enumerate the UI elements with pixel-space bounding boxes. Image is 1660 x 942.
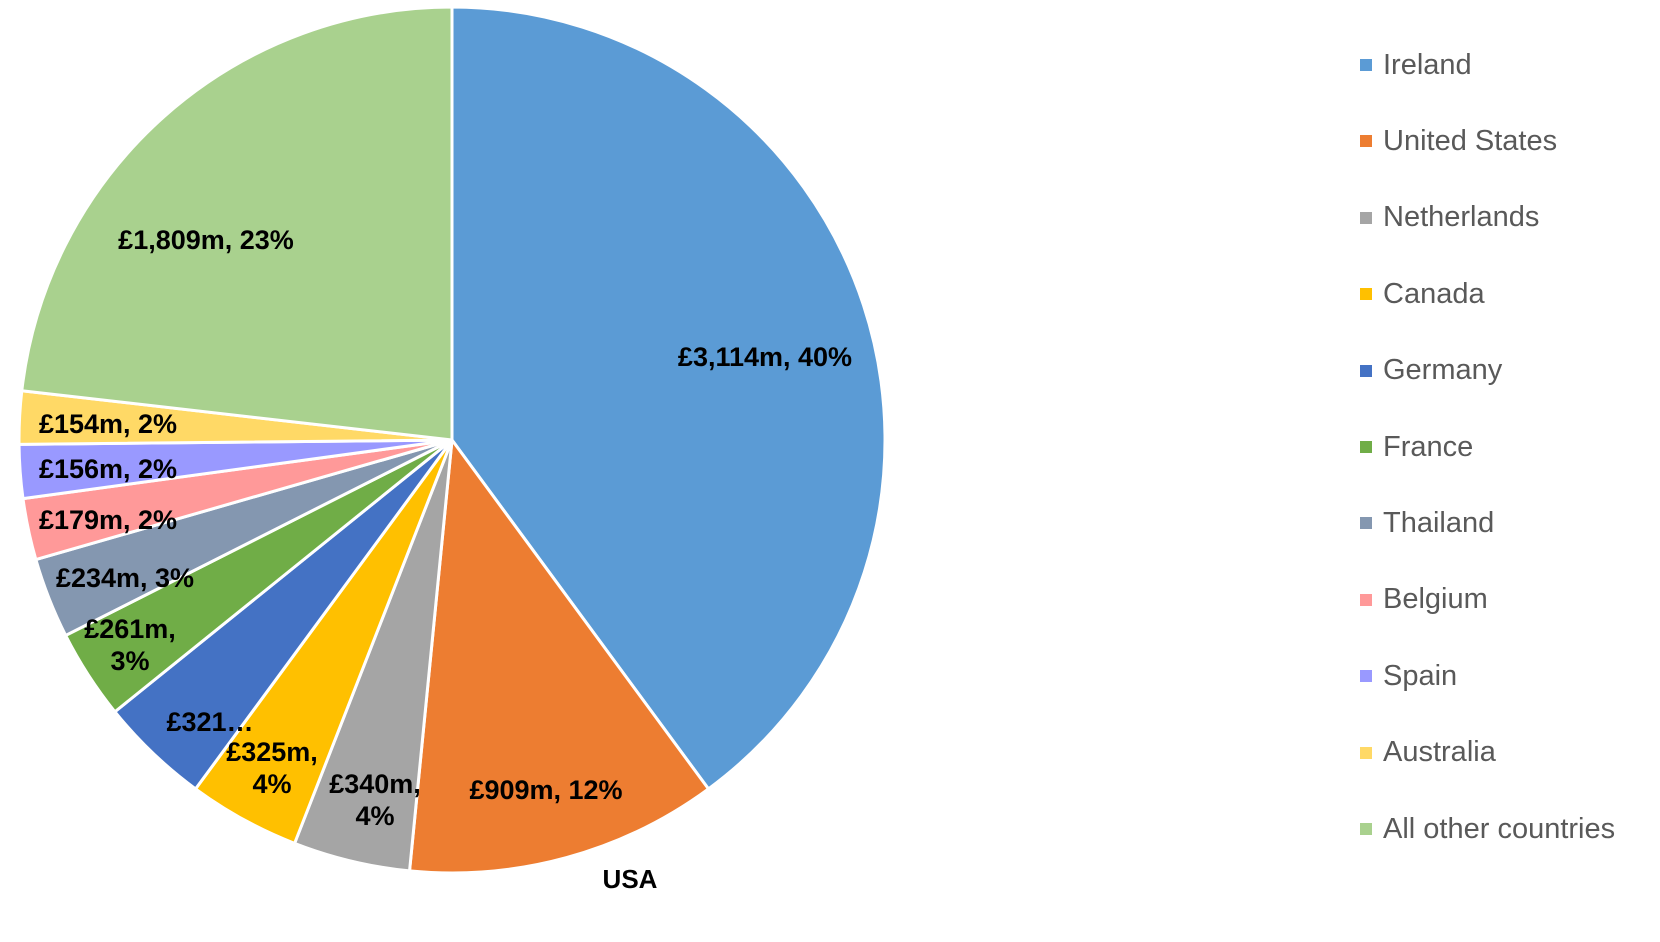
legend-label: Australia xyxy=(1383,736,1496,769)
data-label-germany: £321… xyxy=(166,707,253,737)
pie-slice-united-states xyxy=(408,438,710,875)
legend-item-germany: Germany xyxy=(1360,354,1502,388)
legend-item-united-states: United States xyxy=(1360,124,1557,158)
data-label-australia: £154m, 2% xyxy=(39,409,177,439)
legend-swatch xyxy=(1360,288,1372,301)
legend-item-spain: Spain xyxy=(1360,659,1457,693)
data-label-all-other-countries: £1,809m, 23% xyxy=(118,225,294,255)
pie-slices xyxy=(17,5,887,875)
legend-item-belgium: Belgium xyxy=(1360,583,1488,617)
data-label-ireland: £3,114m, 40% xyxy=(678,342,852,372)
legend-label: Belgium xyxy=(1383,583,1488,616)
usa-annotation: USA xyxy=(603,864,658,894)
data-label-thailand: £234m, 3% xyxy=(56,563,194,593)
legend-label: Ireland xyxy=(1383,48,1472,81)
legend-swatch xyxy=(1360,746,1372,759)
legend-swatch xyxy=(1360,211,1372,224)
legend-label: United States xyxy=(1383,124,1558,157)
legend-item-canada: Canada xyxy=(1360,277,1485,311)
legend-item-ireland: Ireland xyxy=(1360,48,1472,82)
legend-label: Germany xyxy=(1383,354,1503,387)
data-label-france: £261m, 3% xyxy=(84,614,176,676)
legend-swatch xyxy=(1360,670,1372,683)
legend-item-all-other-countries: All other countries xyxy=(1360,812,1615,846)
legend-label: Netherlands xyxy=(1383,201,1540,234)
legend-swatch xyxy=(1360,364,1372,377)
pie-slice-all-other-countries xyxy=(20,5,454,442)
legend-swatch xyxy=(1360,593,1372,606)
legend-swatch xyxy=(1360,135,1372,148)
data-label-belgium: £179m, 2% xyxy=(39,505,177,535)
pie-data-labels: £3,114m, 40% £909m, 12% £340m, 4%£325m, 4%£3… xyxy=(39,225,852,831)
legend-item-netherlands: Netherlands xyxy=(1360,201,1539,235)
data-label-united-states: £909m, 12% xyxy=(469,775,622,805)
legend-item-australia: Australia xyxy=(1360,736,1496,770)
legend-label: Canada xyxy=(1383,277,1485,310)
legend-swatch xyxy=(1360,517,1372,530)
data-label-netherlands: £340m, 4% xyxy=(329,769,421,831)
legend-swatch xyxy=(1360,441,1372,453)
pie-slice-ireland xyxy=(450,5,887,791)
legend-label: France xyxy=(1383,430,1474,463)
legend-item-france: France xyxy=(1360,430,1473,464)
legend-label: Spain xyxy=(1383,659,1458,692)
legend-label: All other countries xyxy=(1383,812,1616,845)
legend-item-thailand: Thailand xyxy=(1360,506,1494,540)
legend-label: Thailand xyxy=(1383,506,1495,539)
data-label-spain: £156m, 2% xyxy=(39,454,177,484)
legend-swatch xyxy=(1360,59,1372,71)
legend-swatch xyxy=(1360,823,1372,835)
data-label-canada: £325m, 4% xyxy=(226,737,318,799)
